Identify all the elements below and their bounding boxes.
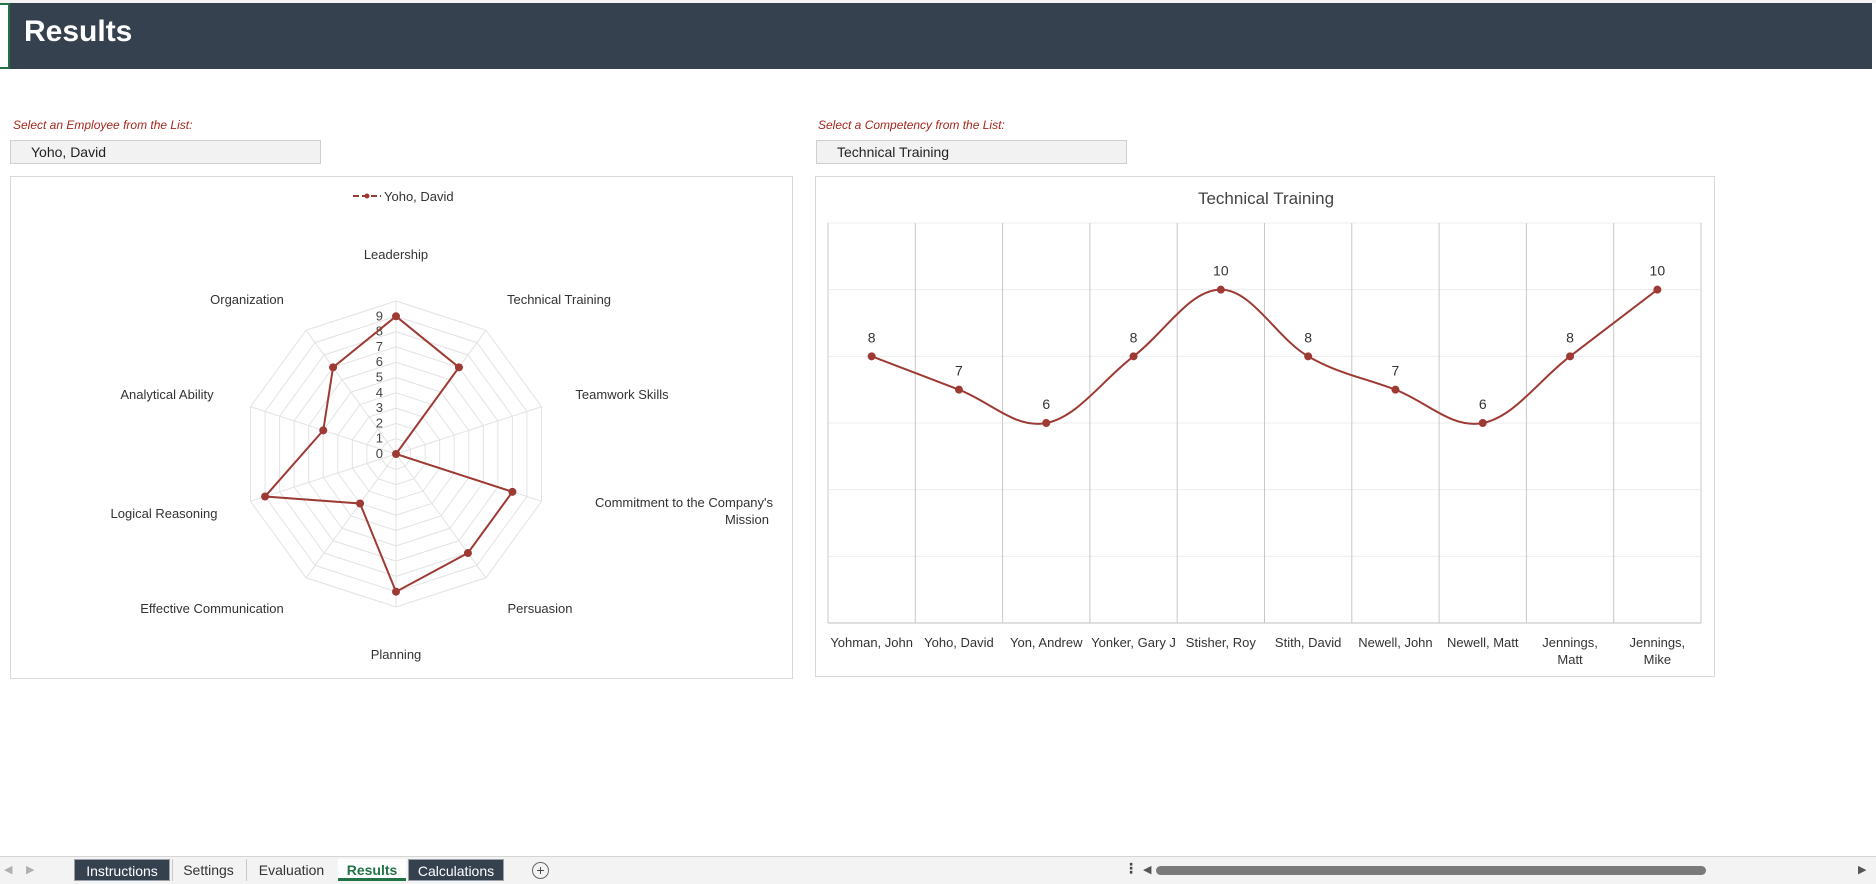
line-data-label: 7 bbox=[955, 363, 963, 379]
results-header-bar: Results bbox=[10, 3, 1872, 69]
horizontal-scrollbar[interactable] bbox=[1156, 866, 1706, 875]
sheet-tab-evaluation[interactable]: Evaluation bbox=[246, 859, 336, 881]
employee-prompt: Select an Employee from the List: bbox=[13, 118, 193, 132]
radar-tick-label: 8 bbox=[376, 324, 383, 339]
radar-data-point bbox=[463, 549, 472, 558]
line-data-label: 10 bbox=[1650, 263, 1666, 279]
more-options-icon[interactable]: ⋮ bbox=[1124, 860, 1138, 876]
line-data-label: 8 bbox=[1130, 329, 1138, 345]
radar-category-label: Analytical Ability bbox=[120, 387, 214, 402]
competency-prompt: Select a Competency from the List: bbox=[818, 118, 1005, 132]
line-category-label: Newell, John bbox=[1358, 635, 1432, 650]
radar-category-label: Logical Reasoning bbox=[111, 506, 218, 521]
sheet-tab-results[interactable]: Results bbox=[338, 859, 406, 881]
line-data-label: 8 bbox=[868, 329, 876, 345]
line-series bbox=[871, 288, 1658, 425]
employee-dropdown[interactable]: Yoho, David bbox=[10, 140, 321, 164]
line-data-point bbox=[1653, 285, 1662, 294]
radar-tick-label: 9 bbox=[376, 308, 383, 323]
radar-data-point bbox=[392, 587, 400, 596]
scroll-tabs-right-icon[interactable]: ▶ bbox=[26, 864, 35, 876]
radar-category-label: Effective Communication bbox=[140, 601, 284, 616]
line-category-label: Yoho, David bbox=[924, 635, 994, 650]
radar-data-point bbox=[392, 450, 400, 458]
radar-tick-label: 5 bbox=[376, 370, 383, 385]
legend-marker-icon bbox=[364, 193, 370, 199]
radar-chart[interactable]: 0 1 2 3 4 5 6 7 8 9 Leadership Technical Training Te… bbox=[10, 176, 793, 679]
radar-data-point bbox=[392, 312, 400, 321]
radar-spoke bbox=[305, 329, 397, 455]
sheet-tab-bar: ◀ ▶ Instructions Settings Evaluation Result… bbox=[0, 856, 1876, 884]
hscroll-left-icon[interactable]: ◀ bbox=[1143, 864, 1152, 876]
line-category-label: Jennings, Mike bbox=[1630, 635, 1686, 667]
radar-spoke bbox=[395, 453, 487, 579]
radar-series-line bbox=[262, 315, 515, 594]
line-data-point bbox=[954, 385, 963, 394]
sheet-tab-instructions[interactable]: Instructions bbox=[74, 859, 170, 881]
radar-tick-label: 3 bbox=[376, 400, 383, 415]
line-category-label: Yohman, John bbox=[830, 635, 913, 650]
sheet-tab-settings[interactable]: Settings bbox=[172, 859, 244, 881]
radar-category-label: Organization bbox=[210, 292, 284, 307]
competency-dropdown[interactable]: Technical Training bbox=[816, 140, 1127, 164]
radar-tick-label: 4 bbox=[376, 385, 383, 400]
line-data-point bbox=[1566, 352, 1575, 361]
sheet-tab-calculations[interactable]: Calculations bbox=[408, 859, 504, 881]
radar-data-point bbox=[508, 487, 517, 496]
column-header-strip bbox=[0, 0, 1876, 3]
radar-data-point bbox=[261, 492, 270, 501]
line-data-point bbox=[1478, 419, 1487, 427]
line-category-label: Jennings, Matt bbox=[1542, 635, 1598, 667]
line-data-label: 6 bbox=[1042, 396, 1050, 412]
radar-tick-label: 7 bbox=[376, 339, 383, 354]
radar-spoke bbox=[395, 406, 542, 455]
line-chart-title: Technical Training bbox=[1198, 189, 1334, 208]
line-chart[interactable]: Technical Training 8 7 6 8 10 8 7 6 8 10 Yohman, Jo… bbox=[815, 176, 1715, 677]
legend-series-label: Yoho, David bbox=[384, 189, 454, 204]
radar-category-label: Teamwork Skills bbox=[575, 387, 669, 402]
radar-category-label: Persuasion bbox=[507, 601, 572, 616]
radar-tick-label: 6 bbox=[376, 354, 383, 369]
line-category-label: Stith, David bbox=[1275, 635, 1341, 650]
radar-spoke bbox=[305, 453, 397, 579]
radar-data-point bbox=[319, 426, 328, 435]
line-data-point bbox=[1129, 352, 1138, 361]
line-data-label: 8 bbox=[1566, 329, 1574, 345]
radar-category-label: Planning bbox=[371, 647, 422, 662]
line-data-label: 6 bbox=[1479, 396, 1487, 412]
radar-category-label: Technical Training bbox=[507, 292, 611, 307]
radar-spoke bbox=[250, 453, 397, 502]
radar-tick-label: 0 bbox=[376, 446, 383, 461]
radar-category-label: Leadership bbox=[364, 247, 428, 262]
page-title: Results bbox=[24, 15, 133, 48]
line-data-label: 7 bbox=[1392, 363, 1400, 379]
hscroll-right-icon[interactable]: ▶ bbox=[1858, 864, 1867, 876]
line-data-point bbox=[1304, 352, 1313, 361]
line-data-point bbox=[1042, 419, 1051, 427]
line-category-label: Yon, Andrew bbox=[1010, 635, 1083, 650]
line-data-point bbox=[867, 352, 876, 361]
line-data-label: 10 bbox=[1213, 263, 1229, 279]
radar-tick-label: 1 bbox=[376, 431, 383, 446]
add-sheet-icon[interactable]: + bbox=[532, 862, 549, 879]
radar-tick-label: 2 bbox=[376, 415, 383, 430]
radar-data-point bbox=[356, 499, 365, 508]
radar-category-label: Commitment to the Company's Mission bbox=[595, 495, 774, 527]
line-data-point bbox=[1216, 285, 1225, 294]
radar-data-point bbox=[329, 363, 338, 372]
line-chart-svg: Technical Training 8 7 6 8 10 8 7 6 8 10 Yohman, Jo… bbox=[827, 189, 1702, 667]
line-category-label: Stisher, Roy bbox=[1186, 635, 1257, 650]
scroll-tabs-left-icon[interactable]: ◀ bbox=[4, 864, 13, 876]
line-category-label: Newell, Matt bbox=[1447, 635, 1519, 650]
line-data-label: 8 bbox=[1304, 329, 1312, 345]
line-category-label: Yonker, Gary J bbox=[1091, 635, 1176, 650]
line-data-point bbox=[1391, 385, 1400, 394]
radar-data-point bbox=[454, 363, 463, 372]
selected-cell[interactable] bbox=[0, 3, 10, 69]
